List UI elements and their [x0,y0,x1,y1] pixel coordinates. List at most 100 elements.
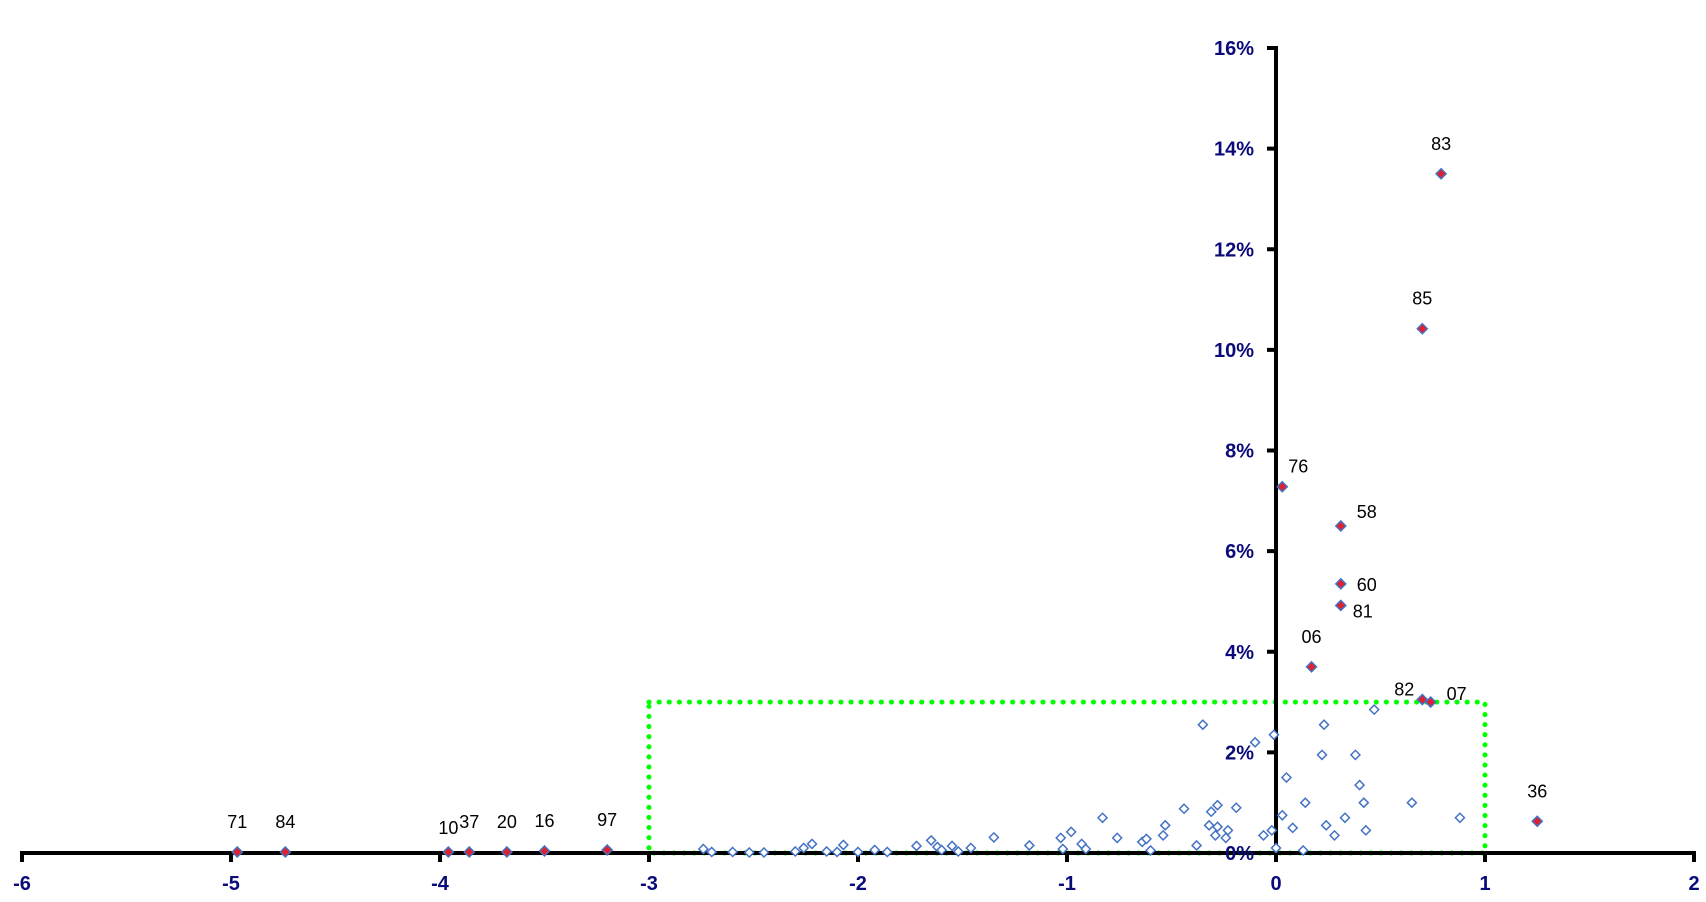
data-point [1191,839,1203,852]
data-point [988,831,1000,843]
data-point [1454,812,1466,824]
data-point [1328,829,1341,841]
data-point [1080,843,1092,855]
x-tick-label: -1 [1058,873,1076,895]
highlight-box-layer [646,699,1488,856]
point-label: 82 [1394,680,1414,700]
point-label: 81 [1353,601,1373,621]
highlighted-point [601,843,614,857]
point-label: 07 [1447,684,1467,704]
x-tick-label: 0 [1270,873,1281,895]
point-label: 83 [1431,134,1451,154]
point-label: 60 [1357,575,1377,595]
data-point [965,842,977,854]
y-tick-label: 8% [1225,441,1254,463]
data-point [798,842,810,854]
data-point [910,840,923,852]
data-point [697,843,709,855]
y-tick-label: 14% [1214,139,1254,161]
data-point [1057,843,1069,855]
data-point [1318,719,1330,731]
data-point [837,839,849,851]
data-point [1406,797,1418,809]
data-point [1368,704,1380,716]
data-point [1159,819,1171,831]
data-point [789,845,801,858]
data-point [1316,749,1328,761]
data-point [1249,736,1261,748]
data-point [1197,719,1209,731]
data-point [1023,839,1035,852]
data-point [1211,821,1224,833]
data-point [1266,824,1278,836]
data-point [706,846,718,858]
data-point [1209,829,1221,841]
data-point [806,838,818,850]
data-point [869,844,881,856]
data-point [1270,842,1282,854]
y-tick-label: 6% [1225,541,1254,563]
data-point [1287,822,1299,834]
data-point [1257,829,1270,841]
point-label: 16 [534,811,554,831]
data-point [1349,749,1361,761]
data-point [1111,832,1123,844]
data-point [1178,803,1190,815]
point-label: 71 [227,812,247,832]
point-label: 85 [1412,289,1432,309]
data-point [1065,826,1077,838]
y-tick-labels: 0% 2% 4% 6% 8% 10% 12% 14% 16% [1214,38,1254,865]
highlighted-point [538,844,551,858]
x-tick-label: -4 [431,873,450,895]
highlighted-point [463,845,476,859]
point-label: 84 [275,812,295,832]
highlighted-point [1424,696,1437,709]
data-point [1268,729,1280,741]
highlighted-point [500,845,513,859]
data-point [1358,797,1370,809]
highlighted-point [1334,577,1347,590]
x-tick-label: -6 [13,873,31,895]
data-point [758,846,770,859]
x-tick-label: -3 [640,873,658,895]
data-point [1280,771,1293,784]
x-tick-label: 1 [1479,873,1490,895]
point-label: 37 [459,812,479,832]
y-tick-label: 12% [1214,239,1254,261]
highlighted-point [1334,599,1347,612]
data-point [1211,799,1224,811]
highlight-box [646,699,1488,856]
data-point [1203,819,1215,831]
highlighted-point [1305,660,1318,673]
highlighted-point [1334,519,1347,533]
point-label: 76 [1288,457,1308,477]
point-labels: 71 84 10 37 20 16 97 76 06 58 60 81 82 07 85 83 36 [227,134,1547,838]
data-point [1145,844,1157,857]
data-point [1339,812,1351,824]
data-point [1096,812,1109,824]
y-tick-label: 10% [1214,340,1254,362]
data-point [1205,806,1217,818]
data-point [925,834,937,846]
data-point [821,845,833,858]
highlighted-point [1531,815,1544,828]
point-label: 97 [597,810,617,830]
data-point [1222,824,1234,836]
y-tick-label: 16% [1214,38,1254,60]
data-point [1354,779,1366,791]
data-point [1140,833,1152,845]
data-point [881,846,893,858]
x-tick-label: -5 [222,873,240,895]
point-label: 58 [1357,502,1377,522]
point-label: 20 [497,812,517,832]
data-point [1230,802,1242,814]
data-point [946,840,958,852]
data-point [952,845,964,858]
x-tick-label: -2 [849,873,867,895]
x-tick-label: 2 [1688,873,1699,895]
point-label: 36 [1527,781,1547,801]
point-label: 06 [1302,627,1322,647]
highlighted-point [1416,322,1429,335]
highlighted-point [1276,480,1289,493]
